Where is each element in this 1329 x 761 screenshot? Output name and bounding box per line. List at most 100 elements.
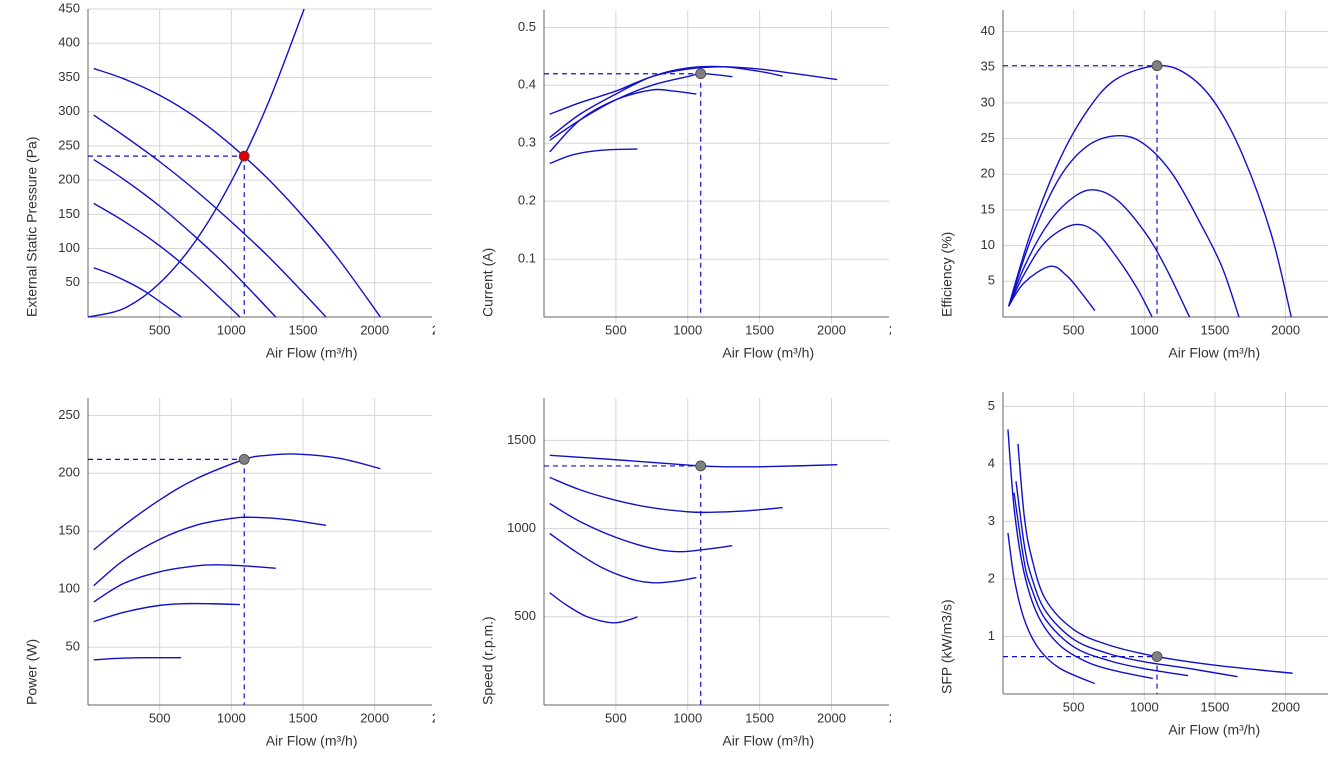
y-tick-label: 0.3 xyxy=(518,135,536,150)
x-tick-label: 1000 xyxy=(673,710,702,725)
curve xyxy=(93,602,240,623)
curve xyxy=(93,158,277,318)
x-axis-label: Air Flow (m³/h) xyxy=(266,345,358,361)
curve xyxy=(93,114,327,318)
y-tick-label: 50 xyxy=(66,274,80,289)
curve xyxy=(549,148,638,165)
x-tick-label: 500 xyxy=(605,322,627,337)
y-tick-label: 100 xyxy=(58,581,80,596)
y-tick-label: 5 xyxy=(988,398,995,413)
y-tick-label: 500 xyxy=(514,608,536,623)
y-tick-label: 150 xyxy=(58,523,80,538)
curve xyxy=(1007,189,1191,318)
x-tick-label: 1000 xyxy=(1130,699,1159,714)
y-tick-label: 200 xyxy=(58,465,80,480)
x-tick-label: 2000 xyxy=(817,322,846,337)
chart-panel: 0.1 0.2 0.3 0.4 0.5 500 1000 1500 2000 2500 Air Fl… xyxy=(480,10,891,361)
operating-point xyxy=(695,68,707,80)
chart-panel: 500 1000 1500 500 1000 1500 2000 2500 Air Flow (… xyxy=(480,398,918,749)
y-axis-label: SFP (kW/m3/s) xyxy=(939,599,955,694)
y-tick-label: 450 xyxy=(58,0,80,15)
x-tick-label: 2000 xyxy=(1271,699,1300,714)
x-tick-label: 2000 xyxy=(360,322,389,337)
x-axis-label: Air Flow (m³/h) xyxy=(722,345,814,361)
curve xyxy=(1008,265,1096,311)
operating-point xyxy=(695,460,707,472)
curve xyxy=(549,66,838,115)
y-tick-label: 1 xyxy=(988,628,995,643)
x-tick-label: 2000 xyxy=(1271,322,1300,337)
curve xyxy=(93,267,182,318)
curve xyxy=(1017,443,1293,674)
x-axis-label: Air Flow (m³/h) xyxy=(266,733,358,749)
y-tick-label: 40 xyxy=(981,23,995,38)
y-tick-label: 0.2 xyxy=(518,193,536,208)
y-tick-label: 0.5 xyxy=(518,19,536,34)
y-tick-label: 20 xyxy=(981,166,995,181)
operating-point xyxy=(238,150,250,162)
curve xyxy=(93,202,241,318)
curve xyxy=(87,8,305,318)
x-tick-label: 2500 xyxy=(432,710,461,725)
curve xyxy=(93,564,276,603)
y-tick-label: 15 xyxy=(981,201,995,216)
y-tick-label: 2 xyxy=(988,570,995,585)
chart-panel: 5 10 15 20 25 30 35 40 500 1000 1500 2000 Air Flow (… xyxy=(939,10,1328,361)
x-tick-label: 1000 xyxy=(217,322,246,337)
y-tick-label: 25 xyxy=(981,130,995,145)
x-tick-label: 2500 xyxy=(889,710,918,725)
curve xyxy=(93,516,327,587)
y-axis-label: Current (A) xyxy=(480,248,496,317)
y-tick-label: 150 xyxy=(58,206,80,221)
x-tick-label: 1500 xyxy=(1200,322,1229,337)
y-tick-label: 0.1 xyxy=(518,251,536,266)
y-tick-label: 200 xyxy=(58,172,80,187)
x-tick-label: 1500 xyxy=(1200,699,1229,714)
chart-panel: 50 100 150 200 250 300 350 400 450 500 1000 1500 200… xyxy=(24,0,461,361)
y-tick-label: 400 xyxy=(58,35,80,50)
y-axis-label: Efficiency (%) xyxy=(939,232,955,317)
curve xyxy=(93,656,182,661)
x-tick-label: 500 xyxy=(1063,699,1085,714)
x-tick-label: 2000 xyxy=(360,710,389,725)
y-tick-label: 300 xyxy=(58,103,80,118)
x-tick-label: 1500 xyxy=(745,322,774,337)
y-axis-label: Speed (r.p.m.) xyxy=(480,616,496,705)
curve xyxy=(549,592,638,624)
x-tick-label: 2000 xyxy=(817,710,846,725)
x-axis-label: Air Flow (m³/h) xyxy=(1168,345,1260,361)
curve xyxy=(549,88,697,153)
curve xyxy=(549,454,838,468)
chart-panel: 50 100 150 200 250 500 1000 1500 2000 2500 Air Flo… xyxy=(24,398,461,749)
operating-point xyxy=(238,453,250,465)
x-tick-label: 500 xyxy=(149,322,171,337)
curve xyxy=(549,73,733,141)
curve xyxy=(549,65,783,138)
curve xyxy=(1007,429,1153,680)
y-axis-label: Power (W) xyxy=(24,639,40,705)
y-tick-label: 250 xyxy=(58,137,80,152)
y-tick-label: 1000 xyxy=(507,520,536,535)
y-tick-label: 50 xyxy=(66,639,80,654)
curve xyxy=(549,502,733,553)
x-tick-label: 1000 xyxy=(1130,322,1159,337)
y-tick-label: 10 xyxy=(981,237,995,252)
y-tick-label: 5 xyxy=(988,273,995,288)
y-tick-label: 3 xyxy=(988,513,995,528)
y-tick-label: 100 xyxy=(58,240,80,255)
y-tick-label: 350 xyxy=(58,69,80,84)
curve xyxy=(549,476,783,514)
curve xyxy=(1007,134,1240,318)
curve xyxy=(93,453,381,551)
x-tick-label: 1000 xyxy=(217,710,246,725)
x-tick-label: 2500 xyxy=(432,322,461,337)
y-tick-label: 0.4 xyxy=(518,77,536,92)
curve xyxy=(93,67,381,318)
y-tick-label: 4 xyxy=(988,455,995,470)
curve xyxy=(549,532,697,584)
curve xyxy=(1008,223,1153,318)
x-tick-label: 1500 xyxy=(289,322,318,337)
curve xyxy=(1015,481,1238,678)
operating-point xyxy=(1151,60,1163,72)
